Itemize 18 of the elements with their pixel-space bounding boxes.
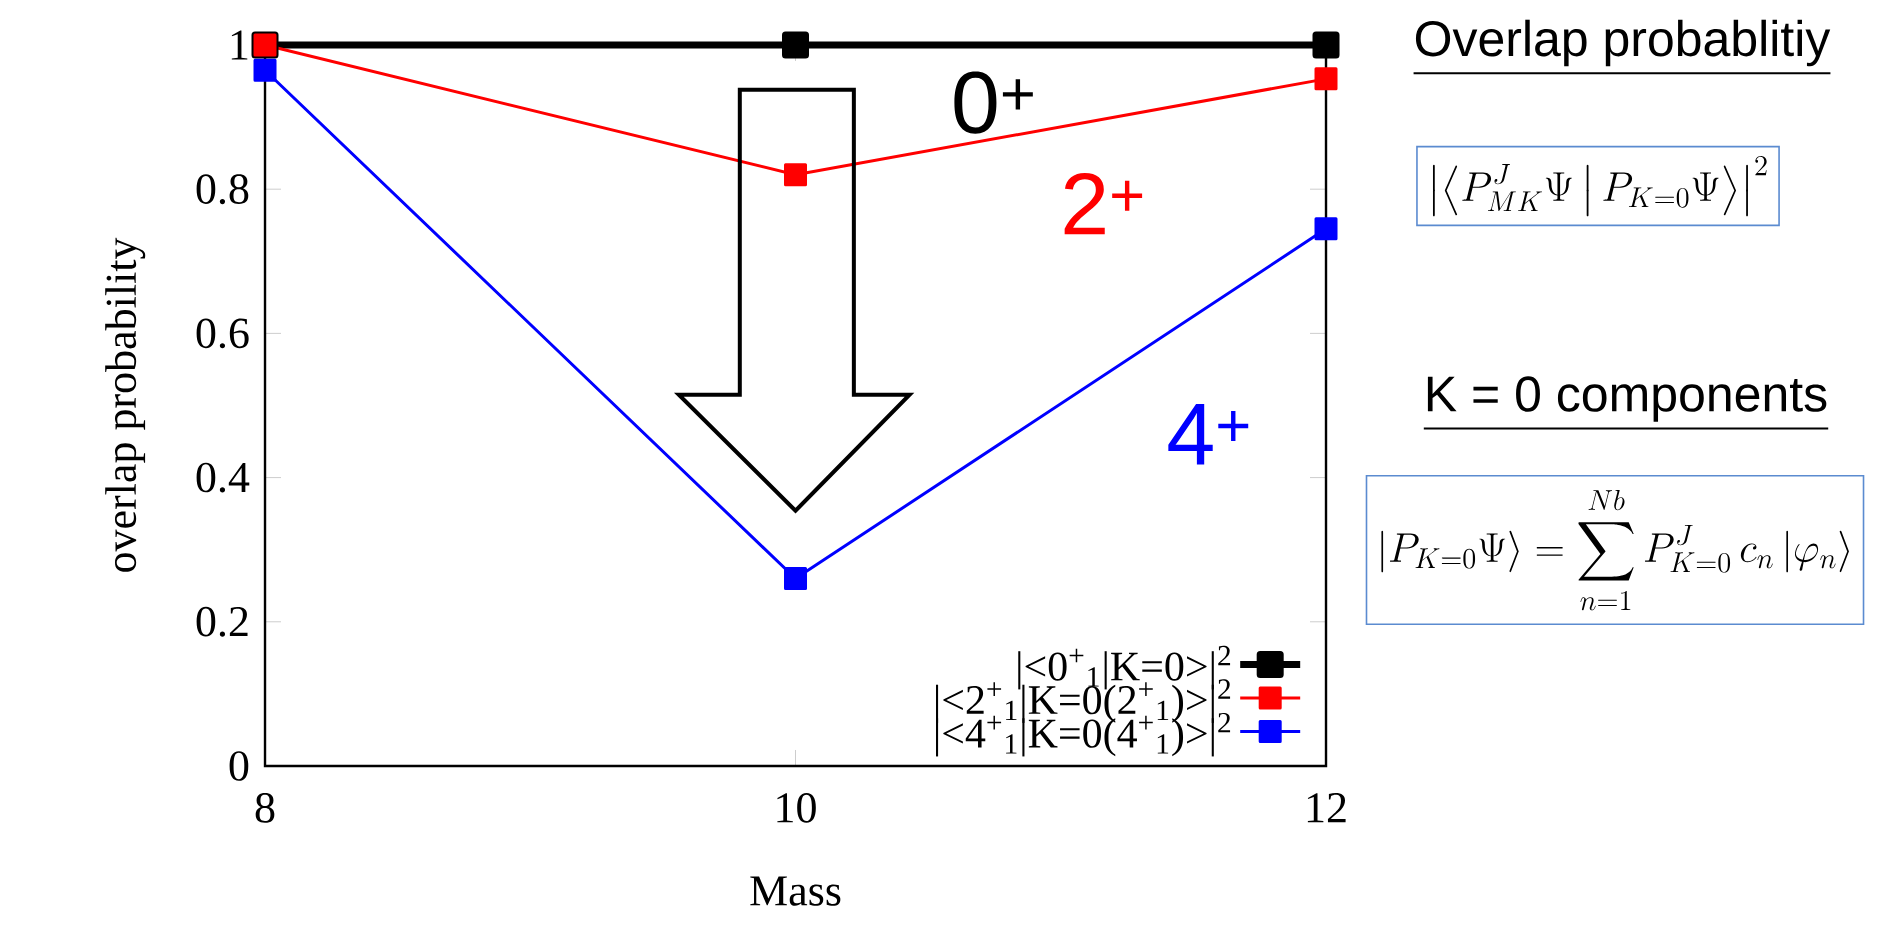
text: Overlap probablitiy xyxy=(1415,19,1831,67)
text: $\left|P_{K=0}\Psi\right\rangle = \sum_{n=1}^{Nb} P^{J}_{K=0}\, c_{n} \left|\varphi_{n}\right\rangle$ xyxy=(1381,489,1849,611)
x-axis-title: Mass xyxy=(750,876,841,906)
y-tick-label: 1 xyxy=(231,30,248,60)
y-tick-label: 0.8 xyxy=(196,174,249,205)
y-tick-label: 0.4 xyxy=(196,462,250,493)
annotation: 0$^{+}$ xyxy=(954,71,1033,134)
y-tick-label: 0.2 xyxy=(196,606,248,637)
annotation: 4$^{+}$ xyxy=(1168,404,1249,465)
x-tick-label: 8 xyxy=(255,793,275,823)
y-tick-label: 0 xyxy=(229,751,249,781)
text: K = 0 components xyxy=(1427,376,1827,422)
y-axis-title: overlap probability xyxy=(105,237,146,572)
x-tick-label: 12 xyxy=(1307,793,1346,823)
annotation: 2$^{+}$ xyxy=(1064,172,1143,235)
text: $\left|\left\langle P^{J}_{MK}\Psi \,\middle|\, P_{K=0}\Psi\right\rangle\right|^{2}$ xyxy=(1432,156,1767,217)
y-tick-label: 0.6 xyxy=(196,318,249,349)
x-tick-label: 10 xyxy=(777,793,816,823)
